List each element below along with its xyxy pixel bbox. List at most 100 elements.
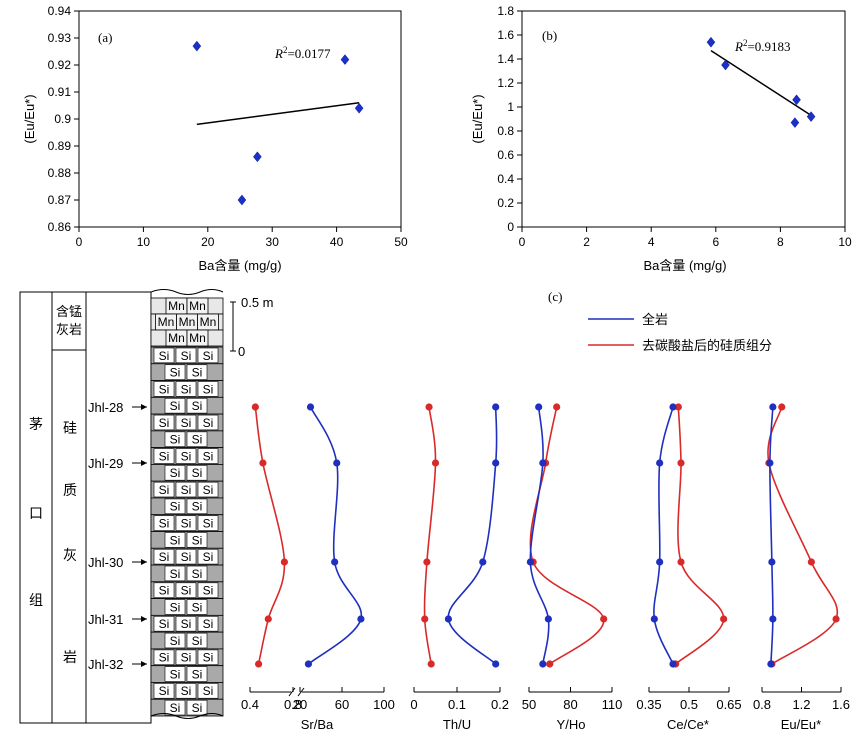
whole-rock-point [492,660,500,668]
data-point [790,117,800,129]
y-tick-label: 0.2 [497,196,514,210]
si-cell [164,565,186,582]
mn-cell-label: Mn [200,315,217,329]
y-tick-label: 0.6 [497,148,514,162]
si-cell [197,548,219,565]
siliceous-point [807,558,815,566]
si-cell [197,347,219,364]
si-cell [164,465,186,481]
si-cell [175,448,197,464]
si-cell [186,565,208,582]
profile-tick-label: 1.2 [792,697,810,712]
mn-cell-label: Mn [189,331,206,345]
profile-tick-label: 0.2 [491,697,509,712]
scale-bottom-label: 0 [238,344,245,359]
profile-tick-label: 0.8 [284,697,302,712]
panel-b-scatter: (b) R2=0.9183 Ba含量 (mg/g) (Eu/Eu*) 0 2 4 6 8… [470,4,852,273]
profile-tick-label: 80 [563,697,577,712]
si-cell-label: Si [170,701,181,715]
profile-tick-label: 100 [373,697,395,712]
whole-rock-point [539,660,547,668]
si-cell [186,599,208,615]
si-cell-label: Si [170,667,181,681]
whole-rock-point [544,615,552,623]
profile-tick-label: 60 [335,697,349,712]
whole-rock-point [656,558,664,566]
panel-b-ylabel: (Eu/Eu*) [470,94,485,143]
si-cell [153,582,175,598]
si-cell [197,448,219,464]
siliceous-series-line [529,406,605,665]
panel-a-ylabel: (Eu/Eu*) [22,94,37,143]
mn-cell-label: Mn [168,299,185,313]
siliceous-point [280,558,288,566]
siliceous-point [553,403,561,411]
si-cell-label: Si [170,634,181,648]
si-cell [175,481,197,498]
si-cell-label: Si [192,533,203,547]
si-cell-label: Si [181,584,192,598]
whole-rock-point [769,403,777,411]
siliceous-series-line [675,406,725,665]
si-cell-label: Si [192,600,203,614]
si-cell [186,666,208,682]
si-cell [164,699,186,716]
x-tick-label: 20 [201,235,215,249]
whole-rock-point [669,660,677,668]
si-cell-label: Si [170,466,181,480]
sample-arrowhead [141,661,147,667]
si-cell [197,616,219,632]
siliceous-series-line [767,406,839,665]
si-cell-label: Si [181,349,192,363]
profile-tick-label: 50 [522,697,536,712]
axis-break-mark [297,687,305,697]
whole-rock-point [768,558,776,566]
si-cell [164,632,186,649]
si-cell [186,498,208,515]
sample-arrowhead [141,559,147,565]
siliceous-point [255,660,263,668]
unit-top-line1: 含锰 [56,304,82,320]
panel-a-scatter: (a) R2=0.0177 Ba含量 (mg/g) (Eu/Eu*) 0 10 20… [22,4,408,273]
y-tick-label: 0.88 [48,166,72,180]
si-cell-label: Si [170,533,181,547]
x-tick-label: 6 [712,235,719,249]
unit-main-char-4: 岩 [63,650,77,666]
siliceous-point [677,459,685,467]
si-cell-label: Si [181,550,192,564]
si-cell [153,548,175,565]
profile-tick-label: 0.5 [680,697,698,712]
si-cell [186,465,208,481]
whole-rock-point [539,459,547,467]
x-tick-label: 0 [76,235,83,249]
si-cell-label: Si [192,366,203,380]
whole-rock-point [650,615,658,623]
si-cell [197,481,219,498]
profile-tick-label: 0.65 [716,697,741,712]
siliceous-point [427,660,435,668]
y-tick-label: 0.8 [497,124,514,138]
panel-a-xlabel: Ba含量 (mg/g) [198,258,281,273]
profile-tick-label: 0 [410,697,417,712]
sample-label: Jhl-30 [88,555,123,570]
si-cell-label: Si [159,617,170,631]
si-cell-label: Si [170,399,181,413]
sample-arrowhead [141,616,147,622]
trendline [710,49,812,117]
data-point [706,36,716,48]
si-cell-label: Si [192,634,203,648]
siliceous-point [832,615,840,623]
siliceous-point [778,403,786,411]
siliceous-point [720,615,728,623]
si-cell-label: Si [192,500,203,514]
si-cell [175,616,197,632]
siliceous-point [421,615,429,623]
panel-a-r2: R2=0.0177 [274,45,331,61]
si-cell-label: Si [192,701,203,715]
si-cell [197,515,219,531]
x-tick-label: 8 [777,235,784,249]
data-point [792,94,801,106]
x-tick-label: 4 [648,235,655,249]
si-cell [153,448,175,464]
